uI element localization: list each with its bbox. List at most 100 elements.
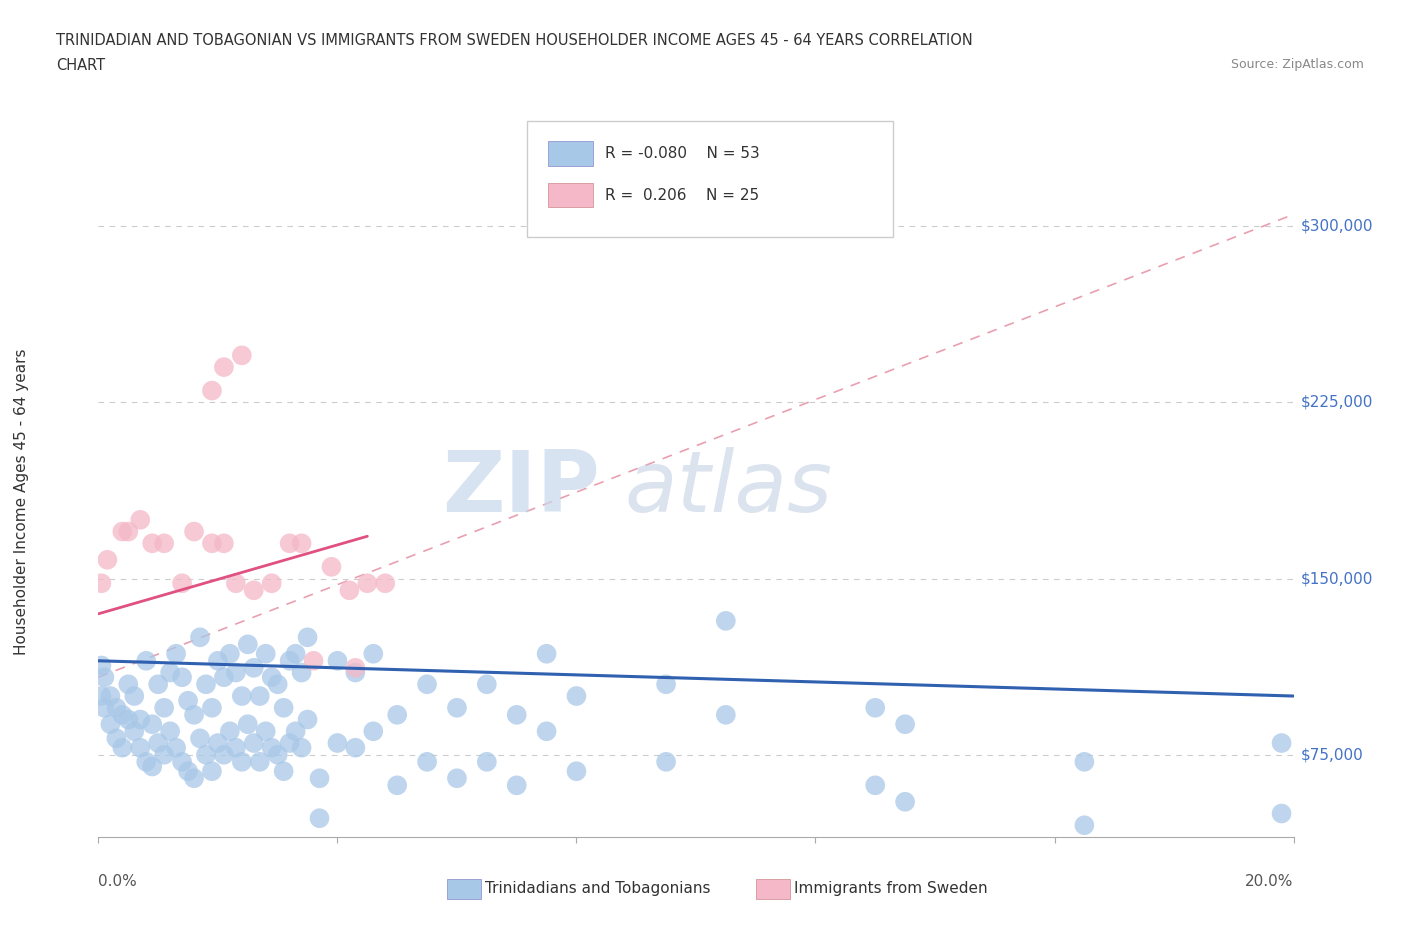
Point [1073, 817, 1095, 832]
Point [111, 740, 134, 755]
Point [284, 646, 307, 661]
Point [446, 771, 468, 786]
Point [117, 525, 139, 539]
Point [172, 670, 194, 684]
Point [243, 736, 266, 751]
Point [201, 536, 224, 551]
Point [165, 740, 187, 755]
Point [219, 646, 242, 661]
Point [93, 700, 115, 715]
Point [356, 576, 378, 591]
Text: R =  0.206    N = 25: R = 0.206 N = 25 [605, 188, 759, 203]
Point [308, 771, 330, 786]
Point [201, 383, 224, 398]
Point [475, 677, 498, 692]
Point [714, 708, 737, 723]
Point [90, 658, 112, 673]
Point [225, 665, 247, 680]
Point [93, 670, 115, 684]
Point [326, 736, 349, 751]
Point [374, 576, 396, 591]
Point [212, 360, 235, 375]
Point [231, 348, 253, 363]
Point [98, 688, 122, 703]
Point [565, 688, 588, 703]
Text: CHART: CHART [56, 58, 105, 73]
Point [177, 693, 200, 708]
Text: $300,000: $300,000 [1301, 219, 1374, 233]
Point [254, 724, 277, 738]
Point [159, 665, 181, 680]
Text: Source: ZipAtlas.com: Source: ZipAtlas.com [1230, 58, 1364, 71]
Point [326, 654, 349, 669]
Point [344, 665, 367, 680]
Point [260, 670, 283, 684]
Point [863, 700, 886, 715]
Point [894, 794, 917, 809]
Point [446, 700, 468, 715]
Point [124, 688, 146, 703]
Point [260, 740, 283, 755]
Point [284, 724, 307, 738]
Point [231, 688, 253, 703]
Point [655, 754, 678, 769]
Point [111, 525, 134, 539]
Point [267, 677, 290, 692]
Point [278, 654, 301, 669]
Point [297, 630, 319, 644]
Point [105, 731, 128, 746]
Point [290, 665, 312, 680]
Point [212, 748, 235, 763]
Point [1073, 754, 1095, 769]
Point [416, 677, 439, 692]
Point [339, 583, 360, 598]
Text: 20.0%: 20.0% [1246, 874, 1294, 889]
Point [172, 576, 194, 591]
Text: $75,000: $75,000 [1301, 748, 1364, 763]
Point [565, 764, 588, 778]
Text: atlas: atlas [624, 447, 832, 530]
Point [188, 630, 211, 644]
Point [267, 748, 290, 763]
Text: TRINIDADIAN AND TOBAGONIAN VS IMMIGRANTS FROM SWEDEN HOUSEHOLDER INCOME AGES 45 : TRINIDADIAN AND TOBAGONIAN VS IMMIGRANTS… [56, 33, 973, 47]
Point [273, 764, 295, 778]
Point [153, 700, 176, 715]
Point [278, 536, 301, 551]
Point [863, 777, 886, 792]
Point [290, 536, 312, 551]
Point [302, 654, 325, 669]
Point [96, 552, 118, 567]
Point [117, 712, 139, 727]
Point [273, 700, 295, 715]
Point [249, 688, 271, 703]
Text: $150,000: $150,000 [1301, 571, 1372, 586]
Point [194, 748, 218, 763]
Point [278, 736, 301, 751]
Point [290, 740, 312, 755]
Point [219, 724, 242, 738]
Point [536, 646, 558, 661]
Text: Householder Income Ages 45 - 64 years: Householder Income Ages 45 - 64 years [14, 349, 28, 656]
Point [111, 708, 134, 723]
Text: Trinidadians and Tobagonians: Trinidadians and Tobagonians [485, 881, 710, 896]
Point [183, 708, 205, 723]
Point [1271, 806, 1294, 821]
Point [475, 754, 498, 769]
Point [254, 646, 277, 661]
Point [506, 777, 529, 792]
Point [183, 525, 205, 539]
Point [385, 708, 409, 723]
Point [153, 536, 176, 551]
Point [243, 660, 266, 675]
Point [183, 771, 205, 786]
Text: R = -0.080    N = 53: R = -0.080 N = 53 [605, 146, 759, 161]
Point [297, 712, 319, 727]
Point [148, 736, 170, 751]
Point [148, 677, 170, 692]
Point [90, 576, 112, 591]
Point [188, 731, 211, 746]
Point [344, 660, 367, 675]
Point [207, 654, 229, 669]
Point [129, 712, 152, 727]
Point [124, 724, 146, 738]
